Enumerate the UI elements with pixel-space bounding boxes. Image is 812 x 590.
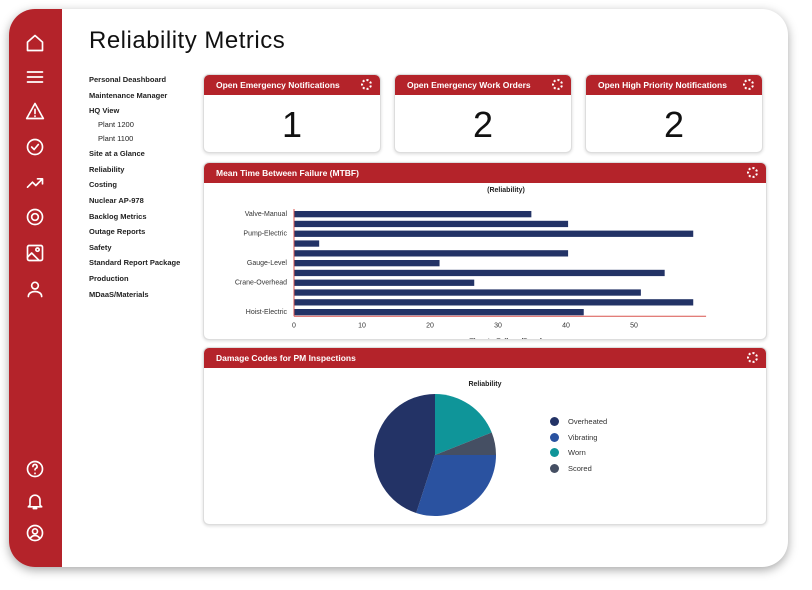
pie-slice-vibrating: [416, 455, 496, 516]
nav-subitem[interactable]: Plant 1100: [98, 133, 134, 143]
gear-icon[interactable]: [552, 79, 563, 90]
help-icon[interactable]: [23, 457, 47, 481]
legend-item[interactable]: Overheated: [550, 414, 607, 430]
kpi-value: 1: [281, 104, 303, 145]
kpi-value: 2: [472, 104, 494, 145]
x-tick-label: 30: [494, 322, 502, 329]
legend-item[interactable]: Worn: [550, 445, 607, 461]
mtbf-bar-chart: (Reliability) Valve-Manual Pump-Electric Ga…: [235, 187, 707, 339]
nav-item[interactable]: Outage Reports: [89, 227, 146, 237]
category-label: Crane-Overhead: [235, 280, 287, 287]
nav-item[interactable]: Reliability: [89, 164, 125, 174]
card-title: Open High Priority Notifications: [598, 80, 727, 90]
nav-subitem[interactable]: Plant 1200: [98, 120, 134, 130]
damage-card: Damage Codes for PM Inspections Reliabil…: [203, 347, 767, 525]
chart-title: (Reliability): [487, 187, 525, 194]
x-tick-label: 0: [292, 322, 296, 329]
nav-item[interactable]: Maintenance Manager: [89, 90, 168, 100]
nav-item[interactable]: Costing: [89, 180, 117, 190]
bar: [294, 220, 569, 228]
x-tick-label: 50: [630, 322, 638, 329]
nav-item[interactable]: Production: [89, 274, 129, 284]
x-tick-label: 10: [358, 322, 366, 329]
pie-slice-overheated: [374, 394, 435, 514]
gear-icon[interactable]: [747, 167, 758, 178]
legend-label: Scored: [568, 464, 592, 474]
bell-icon[interactable]: [23, 489, 47, 513]
card-title: Open Emergency Notifications: [216, 80, 340, 90]
nav-item[interactable]: HQ View: [89, 106, 120, 116]
damage-pie-chart: Reliability: [374, 381, 502, 516]
nav-item[interactable]: Safety: [89, 242, 112, 252]
bar: [294, 250, 569, 257]
bar: [294, 309, 584, 316]
nav-item[interactable]: Nuclear AP-978: [89, 196, 144, 206]
page-title: Reliability Metrics: [89, 27, 286, 54]
gear-icon[interactable]: [361, 79, 372, 90]
nav-item[interactable]: Personal Deashboard: [89, 75, 167, 84]
legend-label: Worn: [568, 448, 586, 458]
kpi-card: Open High Priority Notifications 2: [585, 74, 763, 153]
category-label: Gauge-Level: [247, 260, 288, 267]
x-tick-label: 20: [426, 322, 434, 329]
mtbf-card: Mean Time Between Failure (MTBF) (Reliab…: [203, 162, 767, 340]
card-title: Open Emergency Work Orders: [407, 80, 531, 90]
legend-item[interactable]: Scored: [550, 461, 607, 477]
pie-slice-scored: [435, 432, 496, 455]
menu-icon[interactable]: [23, 65, 47, 89]
legend-swatch: [550, 432, 559, 442]
pie-slice-worn: [435, 394, 492, 455]
nav-item[interactable]: Backlog Metrics: [89, 211, 147, 221]
card-title: Mean Time Between Failure (MTBF): [216, 168, 359, 178]
bar: [294, 269, 665, 277]
warning-icon[interactable]: [23, 99, 47, 123]
user-icon[interactable]: [23, 277, 47, 301]
trending-up-icon[interactable]: [23, 171, 47, 195]
bar: [294, 289, 641, 296]
bar: [294, 211, 532, 218]
chart-title: Reliability: [468, 381, 501, 388]
category-label: Pump-Electric: [243, 231, 287, 238]
report-nav: Personal Deashboard Maintenance Manager …: [89, 75, 180, 305]
legend-swatch: [550, 417, 559, 427]
nav-item[interactable]: Site at a Glance: [89, 149, 145, 159]
nav-item[interactable]: Standard Report Package: [89, 258, 181, 268]
x-axis-label: Time to Failure (Days): [469, 338, 542, 339]
category-label: Hoist-Electric: [246, 309, 288, 316]
home-icon[interactable]: [23, 31, 47, 55]
gear-icon[interactable]: [743, 79, 754, 90]
nav-item[interactable]: MDaaS/Materials: [89, 289, 149, 299]
lifebuoy-icon[interactable]: [23, 205, 47, 229]
kpi-card: Open Emergency Notifications 1: [203, 74, 381, 153]
bar: [294, 299, 694, 306]
kpi-card: Open Emergency Work Orders 2: [394, 74, 572, 153]
bar: [294, 260, 440, 267]
bar: [294, 230, 694, 237]
account-circle-icon[interactable]: [23, 521, 47, 545]
app-window: Reliability Metrics Personal Deashboard …: [9, 9, 788, 567]
sidebar: [9, 9, 62, 567]
pie-legend: Overheated Vibrating Worn Scored: [550, 414, 607, 476]
x-tick-label: 40: [562, 322, 570, 329]
bar: [294, 279, 475, 286]
kpi-value: 2: [663, 104, 685, 145]
category-label: Valve-Manual: [245, 211, 288, 218]
legend-item[interactable]: Vibrating: [550, 430, 607, 446]
legend-swatch: [550, 464, 559, 474]
image-icon[interactable]: [23, 241, 47, 265]
card-title: Damage Codes for PM Inspections: [216, 353, 356, 363]
gear-icon[interactable]: [747, 352, 758, 363]
check-circle-icon[interactable]: [23, 135, 47, 159]
bar: [294, 240, 320, 247]
legend-swatch: [550, 448, 559, 458]
legend-label: Vibrating: [568, 432, 598, 442]
legend-label: Overheated: [568, 417, 608, 427]
